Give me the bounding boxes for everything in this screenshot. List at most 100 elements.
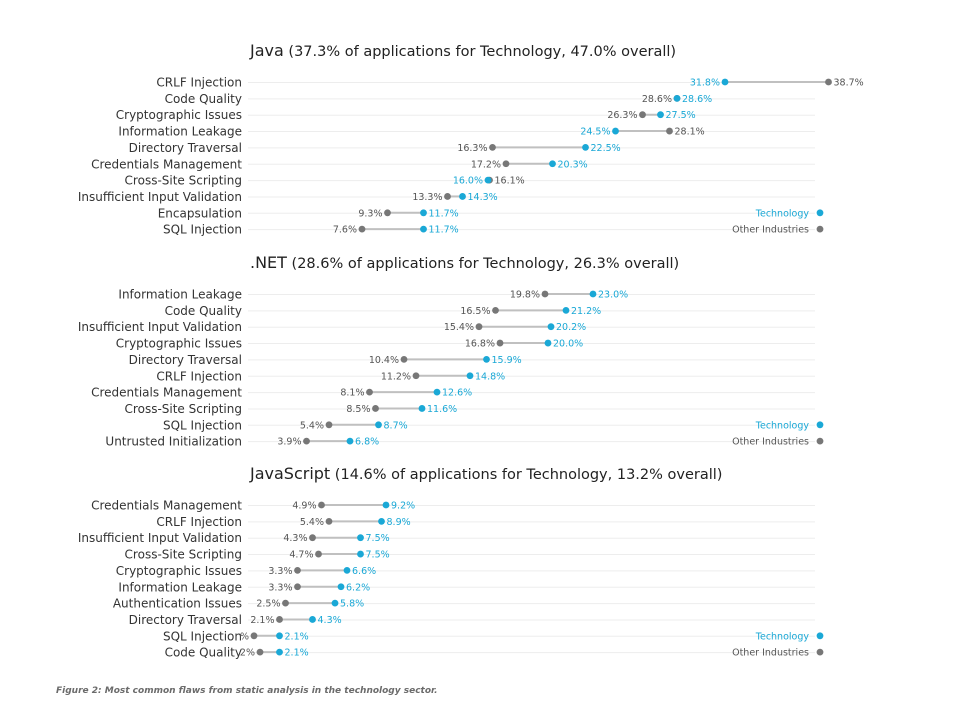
technology-value-label: 6.6% (352, 566, 376, 577)
category-label: Cryptographic Issues (116, 564, 242, 578)
category-label: Cryptographic Issues (116, 337, 242, 351)
technology-value-label: 27.5% (666, 110, 696, 121)
technology-dot (582, 144, 589, 151)
other-industries-dot (309, 534, 316, 542)
technology-dot (418, 405, 426, 412)
other-industries-dot (502, 160, 510, 168)
other-industries-dot (294, 583, 301, 591)
legend-other-label: Other Industries (732, 225, 809, 236)
technology-value-label: 9.2% (391, 501, 415, 512)
technology-dot (549, 160, 556, 168)
technology-value-label: 22.5% (591, 143, 621, 154)
technology-value-label: 14.8% (475, 371, 505, 382)
category-label: CRLF Injection (156, 515, 242, 529)
panel-subtitle: (37.3% of applications for Technology, 4… (284, 44, 676, 60)
other-value-label: 13.3% (412, 192, 442, 203)
technology-dot (309, 616, 316, 623)
category-label: Insufficient Input Validation (78, 320, 242, 334)
technology-dot (657, 111, 664, 119)
panel-title: Java (37.3% of applications for Technolo… (249, 41, 676, 60)
other-value-label: 19.8% (510, 290, 540, 301)
technology-dot (276, 648, 283, 656)
technology-dot (382, 501, 390, 509)
technology-value-label: 20.2% (556, 322, 586, 333)
technology-value-label: 24.5% (580, 127, 610, 138)
other-industries-dot (400, 356, 408, 363)
other-industries-dot (303, 437, 310, 445)
category-label: Code Quality (165, 92, 242, 106)
category-label: SQL Injection (163, 629, 242, 643)
technology-dot (612, 127, 619, 135)
other-value-label: 28.6% (642, 94, 672, 105)
technology-dot (331, 599, 339, 607)
other-value-label: 4.7% (289, 550, 313, 561)
other-industries-dot (825, 78, 832, 86)
technology-value-label: 8.7% (384, 420, 408, 431)
other-industries-dot (294, 567, 301, 574)
technology-value-label: 6.8% (355, 437, 379, 448)
other-industries-dot (358, 225, 366, 233)
technology-value-label: 2.1% (285, 631, 309, 642)
category-label: Information Leakage (118, 288, 242, 302)
other-value-label: 26.3% (607, 110, 637, 121)
legend-other-dot (816, 437, 824, 445)
other-industries-dot (384, 209, 391, 217)
other-industries-dot (541, 290, 549, 298)
other-industries-dot (496, 339, 504, 347)
technology-value-label: 12.6% (442, 388, 472, 399)
panel-language: JavaScript (249, 464, 330, 483)
other-value-label: 8.1% (340, 388, 364, 399)
technology-value-label: 28.6% (682, 94, 712, 105)
other-value-label: 17.2% (471, 159, 501, 170)
technology-dot (562, 306, 570, 314)
technology-value-label: 11.6% (427, 404, 457, 415)
category-label: Insufficient Input Validation (78, 190, 242, 204)
other-industries-dot (412, 372, 420, 380)
figure-caption: Figure 2: Most common flaws from static … (56, 686, 438, 696)
technology-dot (337, 583, 345, 591)
technology-dot (357, 534, 364, 542)
category-label: Cross-Site Scripting (125, 548, 242, 562)
other-value-label: % (240, 631, 249, 642)
other-industries-dot (639, 111, 646, 119)
other-industries-dot (489, 144, 496, 151)
panel-language: .NET (250, 253, 287, 272)
category-label: Directory Traversal (129, 353, 242, 367)
other-value-label: 8.5% (346, 404, 370, 415)
technology-dot (357, 550, 364, 558)
technology-dot (466, 372, 474, 380)
other-industries-dot (256, 648, 264, 656)
other-value-label: 5.4% (300, 420, 324, 431)
other-industries-dot (444, 193, 451, 200)
other-industries-dot (666, 127, 673, 135)
technology-dot (589, 290, 597, 298)
other-value-label: 28.1% (675, 127, 705, 138)
other-value-label: 5.4% (300, 517, 324, 528)
other-value-label: 16.5% (460, 306, 490, 317)
other-value-label: 15.4% (444, 322, 474, 333)
technology-value-label: 7.5% (366, 550, 390, 561)
category-label: Insufficient Input Validation (78, 531, 242, 545)
legend-technology-label: Technology (755, 420, 810, 431)
other-value-label: 16.1% (495, 176, 525, 187)
category-label: Information Leakage (118, 125, 242, 139)
other-value-label: 4.9% (292, 501, 316, 512)
panel-language: Java (249, 41, 284, 60)
technology-dot (544, 339, 552, 347)
technology-dot (459, 193, 466, 200)
technology-value-label: 14.3% (468, 192, 498, 203)
category-label: CRLF Injection (156, 76, 242, 90)
legend-other-dot (816, 648, 824, 656)
technology-value-label: 21.2% (571, 306, 601, 317)
other-value-label: 10.4% (369, 355, 399, 366)
category-label: Cross-Site Scripting (125, 402, 242, 416)
technology-dot (484, 176, 492, 184)
technology-dot (547, 323, 555, 331)
legend-other-label: Other Industries (732, 648, 809, 659)
legend-technology-label: Technology (755, 208, 810, 219)
category-label: Cross-Site Scripting (125, 174, 242, 188)
other-value-label: 2% (240, 648, 255, 659)
other-value-label: 3.9% (277, 437, 301, 448)
technology-dot (378, 517, 385, 525)
technology-value-label: 15.9% (492, 355, 522, 366)
